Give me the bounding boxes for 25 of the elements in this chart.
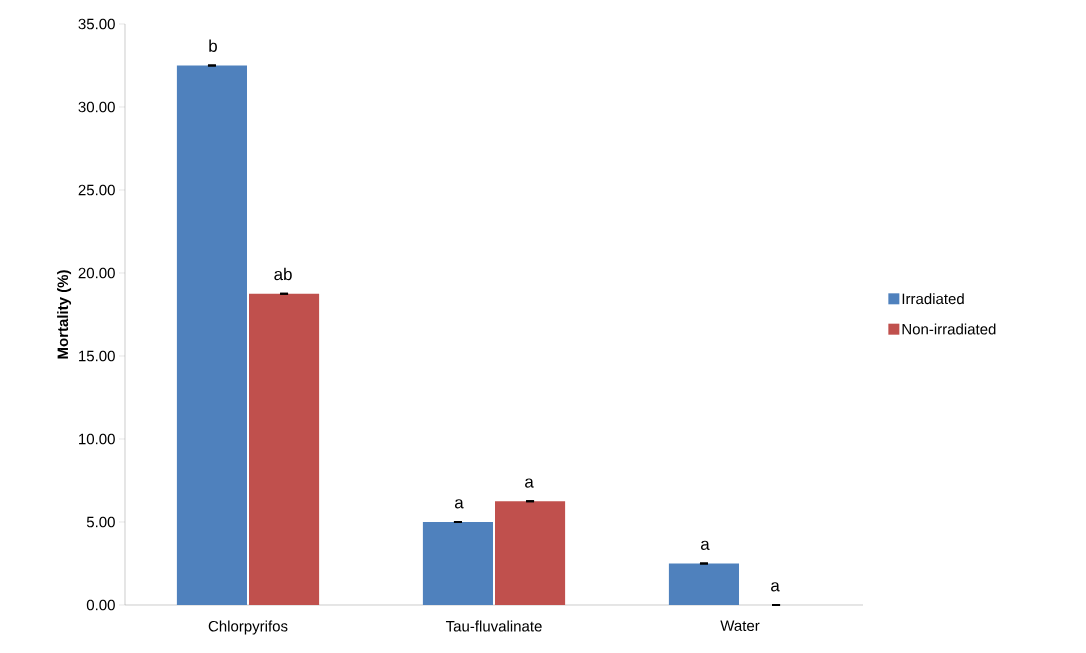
y-tick-label: 5.00 [86,516,115,528]
legend-label: Non-irradiated [902,323,996,335]
x-tick-label: Chlorpyrifos [208,620,288,635]
annotation: a [700,540,710,550]
annotation: ab [274,267,292,281]
y-axis-title: Mortality (%) [57,270,72,359]
bar [249,293,320,605]
y-tick-label: 30.00 [78,101,115,113]
y-tick-label: 0.00 [86,599,115,611]
annotation: a [454,499,464,509]
annotation: b [209,39,217,52]
y-tick-label: 10.00 [79,433,115,445]
y-tick-label: 20.00 [78,267,115,279]
x-tick-label: Tau-fluvalinate [445,620,542,632]
bar [668,563,740,605]
bar [422,522,493,605]
bar [176,65,247,605]
bar [495,501,566,605]
y-tick-label: 25.00 [78,184,115,196]
annotation: a [525,478,534,488]
legend-label: Irradiated [902,293,964,305]
y-tick-label: 35.00 [78,18,115,30]
x-tick-label: Water [720,620,760,631]
y-tick-label: 15.00 [79,350,115,362]
annotation: a [771,582,780,592]
